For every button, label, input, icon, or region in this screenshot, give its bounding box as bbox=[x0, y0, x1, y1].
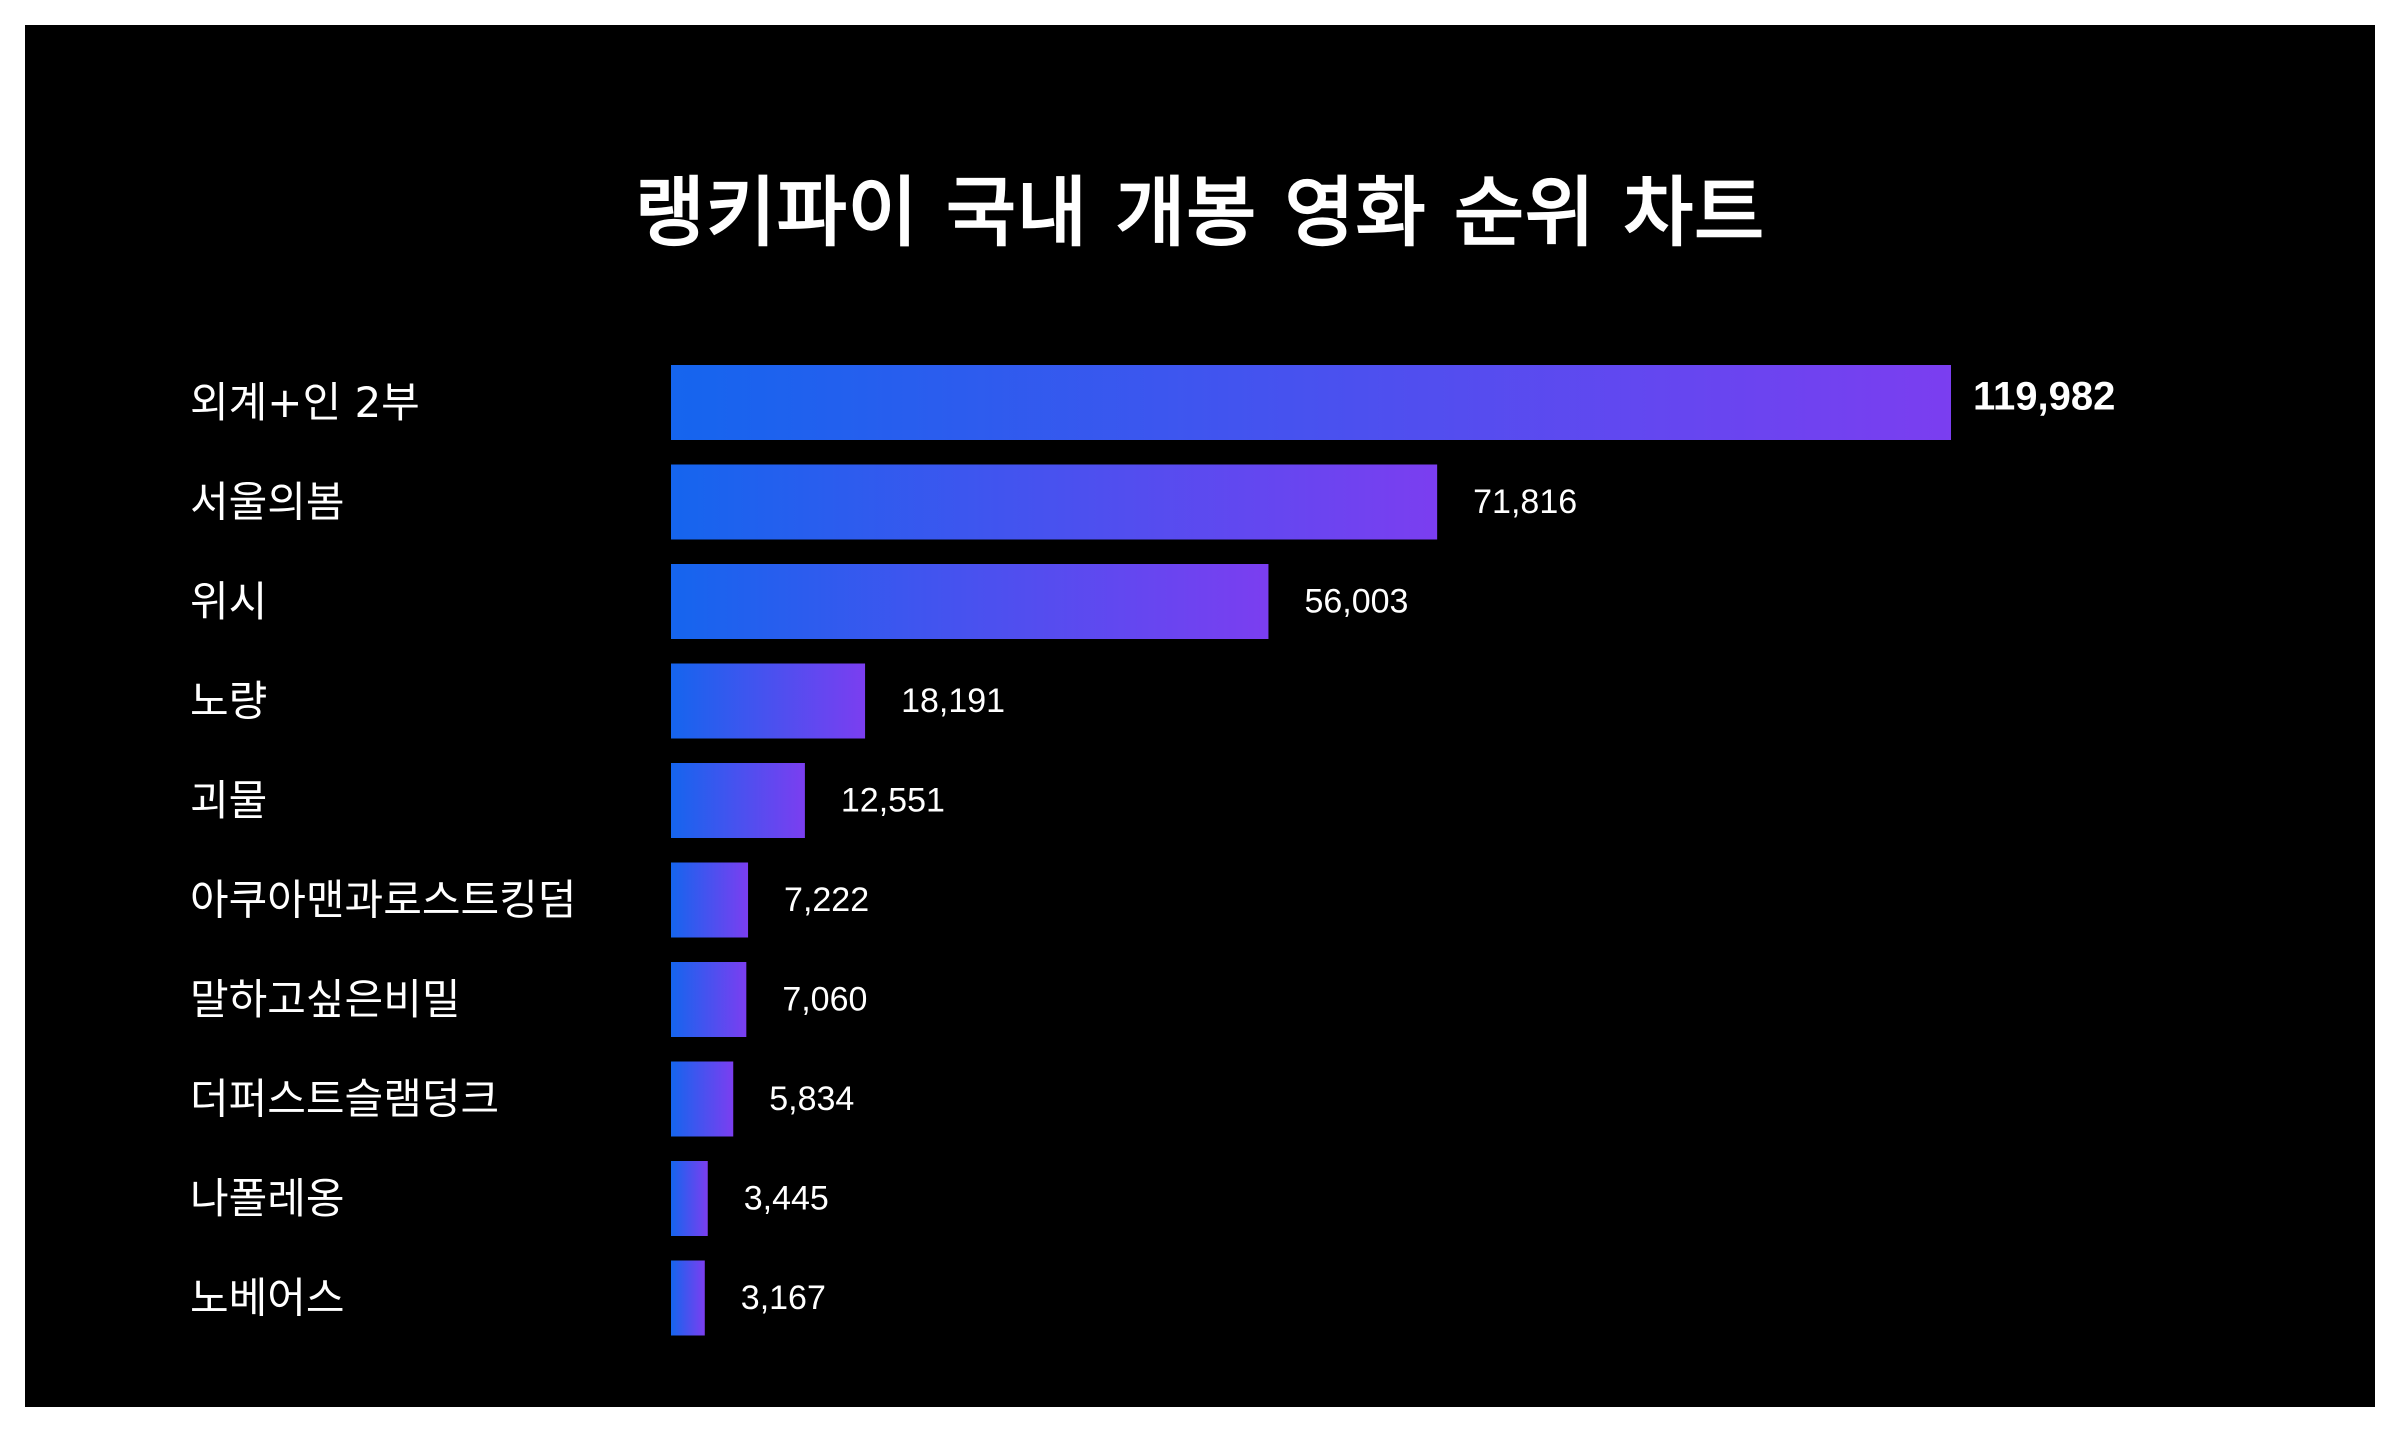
bar-chart: 외계+인 2부 119,982 서울의봄 71,816 위시 56,003 노량 18,191… bbox=[190, 365, 2115, 1336]
value-label: 18,191 bbox=[901, 682, 1005, 720]
category-label: 노베어스 bbox=[190, 1274, 345, 1323]
value-label: 3,445 bbox=[744, 1180, 829, 1218]
category-label: 아쿠아맨과로스트킹덤 bbox=[190, 876, 576, 925]
value-label: 71,816 bbox=[1473, 483, 1577, 521]
bar bbox=[671, 1260, 705, 1336]
bar bbox=[671, 763, 805, 838]
value-label: 119,982 bbox=[1973, 375, 2115, 419]
value-label: 3,167 bbox=[741, 1279, 826, 1317]
value-label: 56,003 bbox=[1304, 583, 1408, 621]
category-label: 더퍼스트슬램덩크 bbox=[190, 1075, 499, 1124]
value-label: 5,834 bbox=[769, 1080, 854, 1118]
category-label: 위시 bbox=[190, 577, 267, 626]
bar bbox=[671, 962, 747, 1037]
category-label: 말하고싶은비밀 bbox=[190, 975, 460, 1024]
value-label: 7,060 bbox=[782, 981, 867, 1019]
bar bbox=[671, 862, 749, 938]
bar bbox=[671, 1061, 734, 1137]
value-label: 7,222 bbox=[784, 881, 869, 919]
category-label: 나폴레옹 bbox=[190, 1174, 345, 1223]
bar bbox=[671, 365, 1951, 440]
category-label: 서울의봄 bbox=[190, 478, 345, 527]
chart-title: 랭키파이 국내 개봉 영화 순위 차트 bbox=[634, 168, 1766, 257]
bar bbox=[671, 464, 1438, 540]
chart-frame: 랭키파이 국내 개봉 영화 순위 차트 외계+인 2부 119,982 서울의봄 71… bbox=[25, 25, 2375, 1407]
category-label: 외계+인 2부 bbox=[190, 378, 420, 427]
value-label: 12,551 bbox=[841, 782, 945, 820]
category-label: 노량 bbox=[190, 677, 267, 726]
category-label: 괴물 bbox=[190, 776, 267, 825]
bar bbox=[671, 663, 866, 739]
bars-layer: 외계+인 2부 119,982 서울의봄 71,816 위시 56,003 노량 18,191… bbox=[190, 365, 2115, 1336]
bar bbox=[671, 564, 1269, 639]
bar bbox=[671, 1161, 708, 1236]
